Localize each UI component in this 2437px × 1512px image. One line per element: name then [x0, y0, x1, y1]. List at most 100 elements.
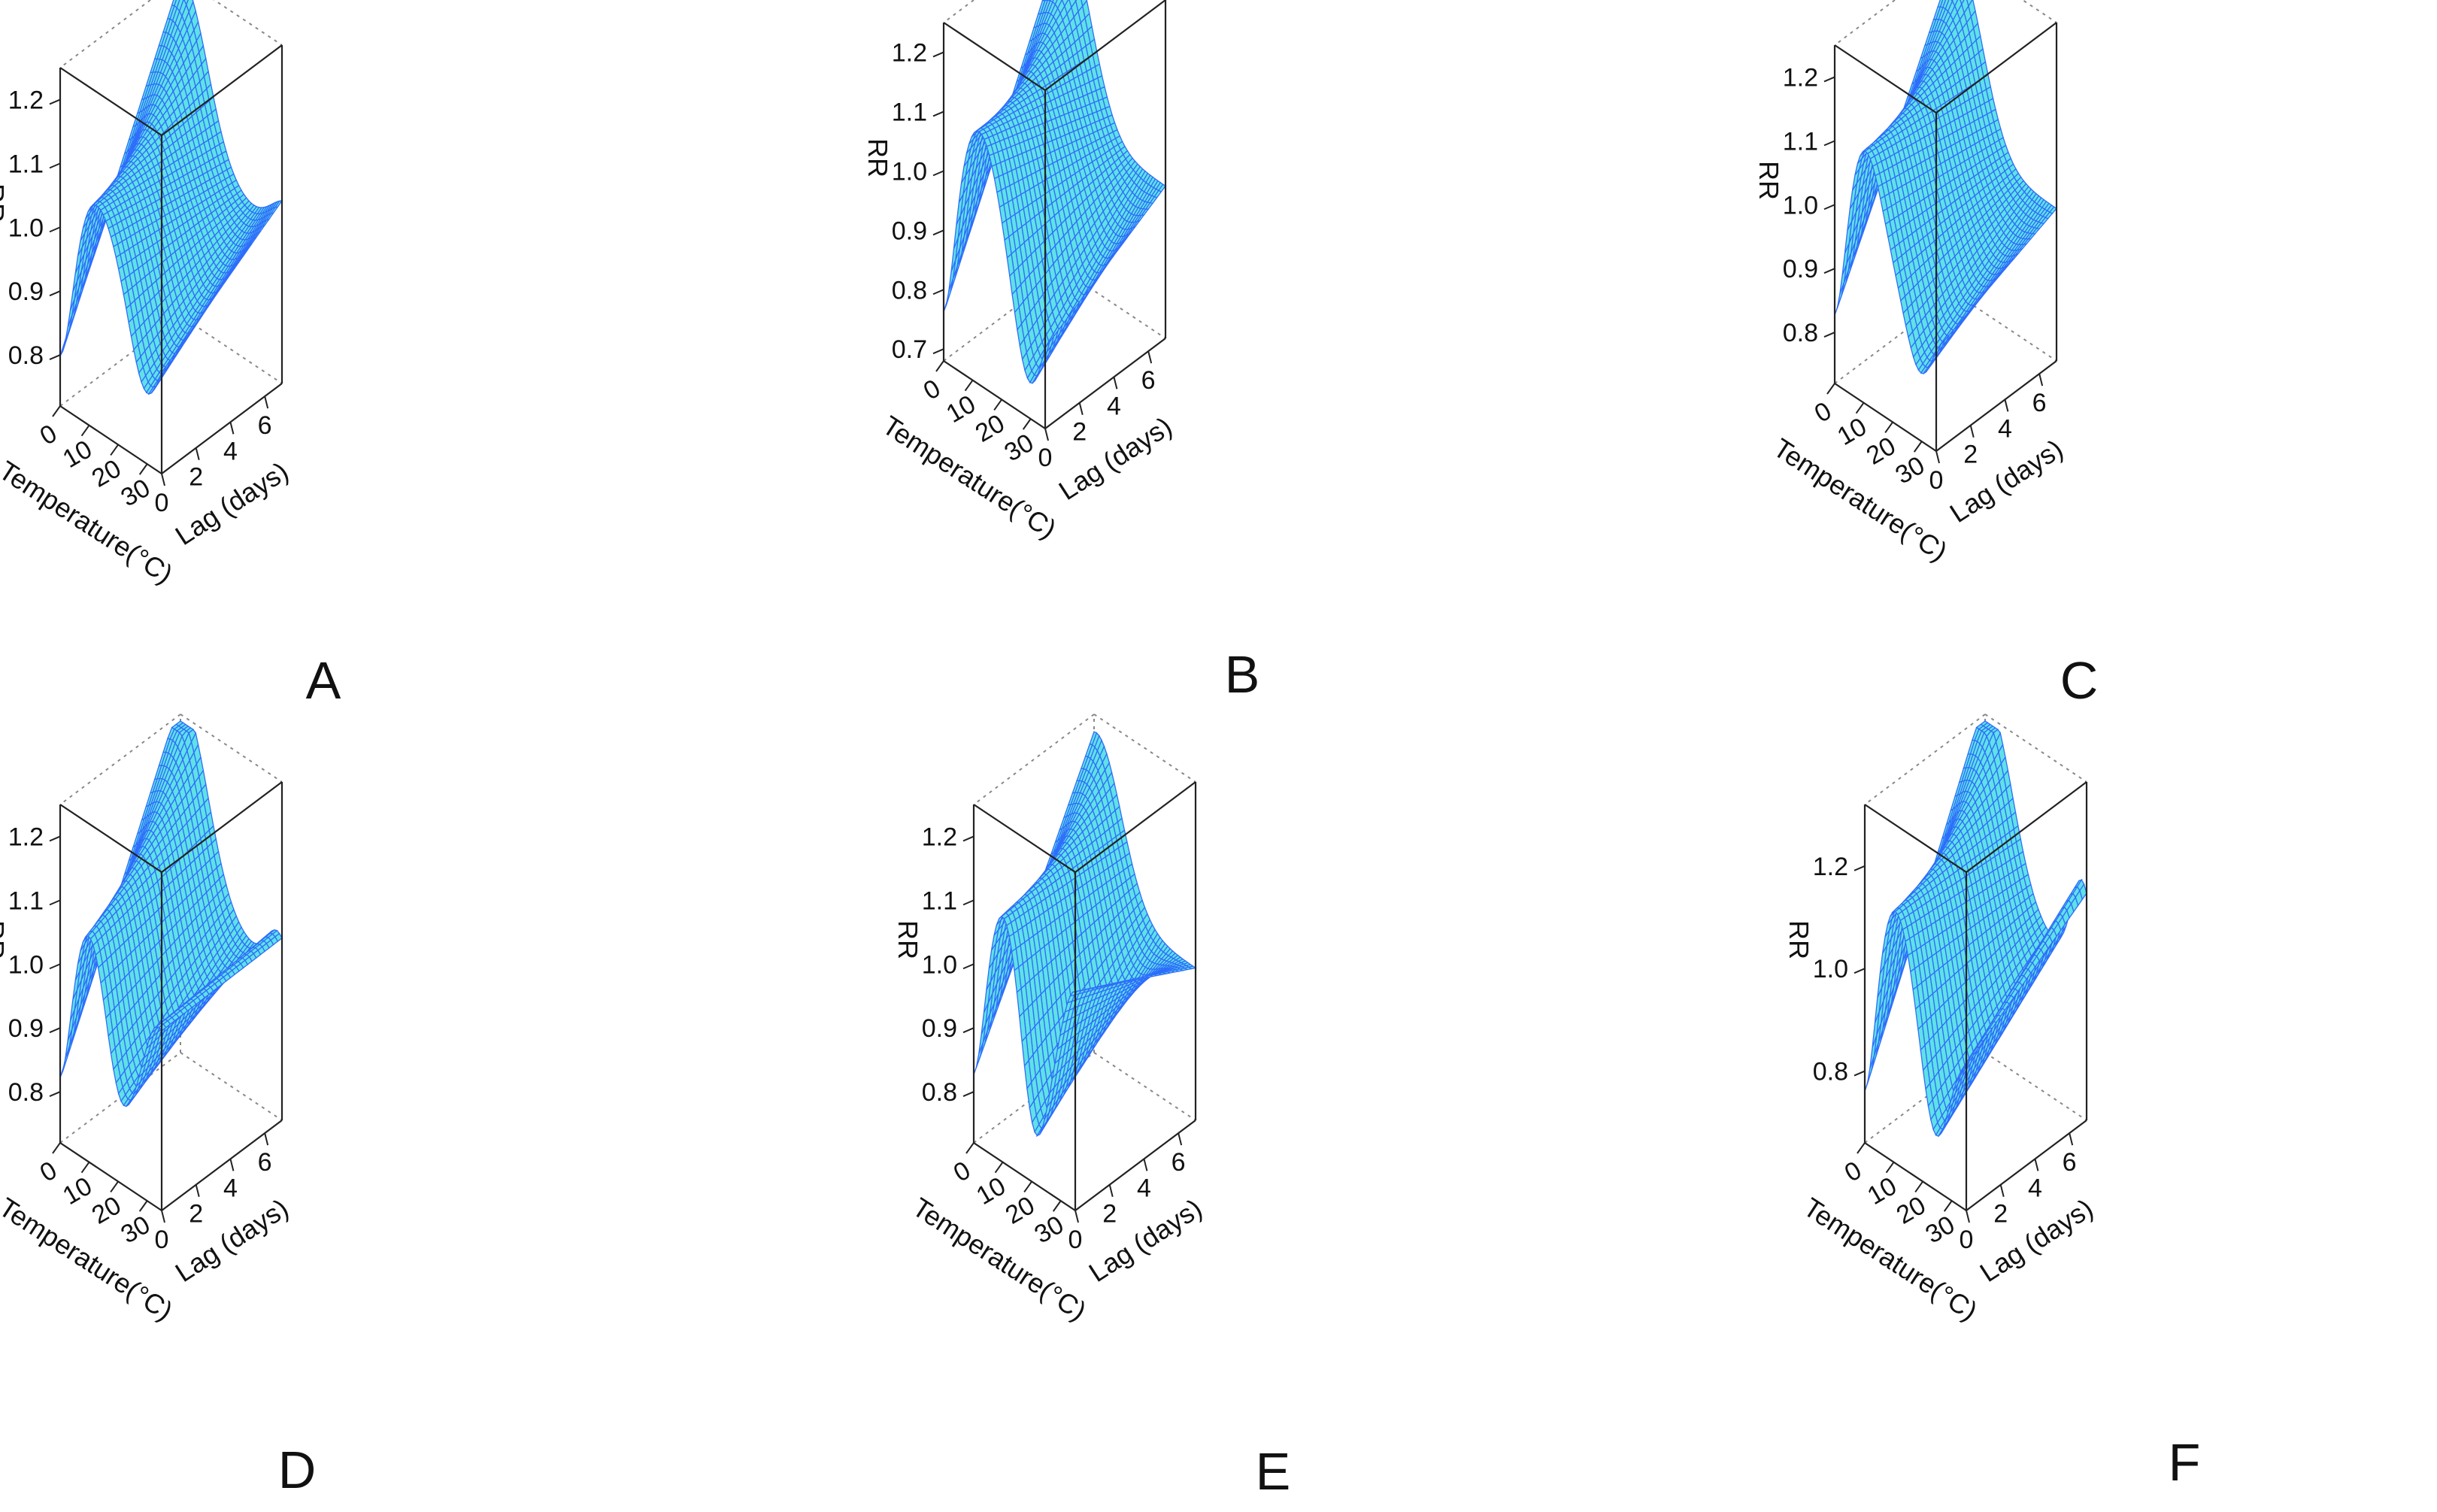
y-tick-mark — [1044, 428, 1049, 441]
x-axis-title: Temperature(°C) — [877, 410, 1062, 545]
z-tick-mark — [49, 899, 61, 906]
x-tick-mark — [138, 463, 148, 475]
panel-c-label: C — [2060, 651, 2099, 710]
x-tick-label: 0 — [35, 419, 62, 450]
z-tick-label: 1.2 — [892, 38, 927, 67]
panel-e-plot: 0.80.91.01.11.2RR0102030Temperature(°C)0… — [893, 714, 1208, 1326]
x-tick-label: 0 — [35, 1156, 62, 1187]
z-tick-label: 0.7 — [892, 335, 927, 364]
y-tick-mark — [195, 447, 200, 460]
rr-surface — [59, 0, 283, 395]
y-tick-mark — [1935, 450, 1940, 464]
y-tick-label: 2 — [1963, 441, 1978, 469]
z-tick-mark — [932, 111, 944, 117]
rr-surface — [59, 720, 283, 1107]
x-tick-mark — [80, 425, 90, 437]
box-edges — [1833, 22, 2058, 452]
z-tick-label: 1.2 — [8, 823, 44, 851]
x-tick-mark — [110, 444, 119, 456]
x-tick-mark — [1884, 421, 1893, 434]
z-tick-mark — [49, 1027, 61, 1034]
y-tick-mark — [195, 1184, 200, 1197]
x-tick-mark — [52, 1142, 61, 1154]
z-tick-label: 1.1 — [8, 150, 44, 178]
z-axis-title: RR — [862, 138, 893, 177]
x-axis-title: Temperature(°C) — [0, 455, 178, 590]
y-tick-label: 4 — [223, 437, 238, 465]
z-tick-mark — [49, 1091, 61, 1097]
panel-d-plot: 0.80.91.01.11.2RR0102030Temperature(°C)0… — [0, 714, 294, 1327]
z-tick-label: 1.0 — [892, 157, 927, 186]
x-tick-mark — [1913, 441, 1923, 453]
x-tick-mark — [1855, 402, 1865, 414]
panel-a-plot: 0.80.91.01.11.2RR0102030Temperature(°C)0… — [0, 0, 294, 590]
x-tick-mark — [935, 360, 944, 372]
y-tick-mark — [1078, 402, 1084, 415]
x-tick-label: 0 — [1810, 396, 1836, 428]
x-tick-mark — [1022, 418, 1032, 430]
z-tick-label: 0.8 — [8, 341, 44, 370]
z-tick-label: 1.2 — [8, 86, 44, 114]
box-edges — [942, 0, 1167, 429]
z-tick-label: 1.0 — [8, 214, 44, 242]
z-tick-label: 0.9 — [892, 217, 927, 245]
x-tick-mark — [52, 405, 61, 417]
y-tick-label: 2 — [189, 463, 203, 492]
y-tick-mark — [229, 422, 235, 435]
z-tick-mark — [49, 162, 61, 169]
z-axis-title: RR — [0, 183, 10, 223]
panel-d-label: D — [277, 1441, 317, 1499]
y-tick-label: 0 — [155, 1226, 169, 1254]
x-tick-mark — [138, 1200, 148, 1212]
y-tick-label: 6 — [2032, 389, 2047, 417]
z-tick-mark — [49, 226, 61, 233]
y-tick-label: 6 — [1141, 366, 1156, 395]
y-tick-label: 4 — [223, 1174, 238, 1202]
z-tick-mark — [49, 963, 61, 970]
y-tick-mark — [161, 473, 165, 486]
y-tick-label: 0 — [1929, 466, 1944, 495]
y-tick-label: 0 — [155, 489, 169, 517]
y-tick-label: 4 — [1107, 392, 1121, 420]
z-tick-label: 0.8 — [1783, 319, 1818, 347]
y-tick-mark — [2004, 399, 2009, 412]
z-tick-mark — [932, 348, 944, 355]
z-tick-mark — [1823, 204, 1835, 211]
y-tick-mark — [1969, 425, 1975, 438]
z-tick-mark — [932, 289, 944, 295]
y-tick-mark — [229, 1159, 235, 1171]
z-tick-label: 0.9 — [8, 277, 44, 306]
box-frame — [1834, 0, 2057, 384]
panel-c-plot: 0.80.91.01.11.2RR0102030Temperature(°C)0… — [1753, 0, 2069, 567]
panel-b-label: B — [1224, 645, 1260, 704]
z-tick-mark — [1823, 76, 1835, 83]
z-tick-mark — [932, 170, 944, 177]
z-tick-label: 0.8 — [892, 276, 927, 305]
z-tick-label: 0.8 — [8, 1078, 44, 1107]
z-tick-mark — [1823, 268, 1835, 274]
box-edges — [59, 781, 283, 1211]
y-tick-label: 6 — [258, 411, 272, 440]
y-tick-mark — [1147, 350, 1153, 364]
z-tick-mark — [1823, 332, 1835, 338]
y-tick-mark — [161, 1210, 165, 1223]
box-frame — [943, 0, 1166, 362]
z-tick-mark — [49, 354, 61, 360]
z-tick-mark — [49, 98, 61, 105]
z-tick-label: 1.1 — [8, 886, 44, 915]
z-tick-mark — [932, 229, 944, 236]
x-tick-label: 0 — [919, 374, 945, 405]
x-axis-title: Temperature(°C) — [1768, 432, 1953, 568]
box-frame — [59, 0, 283, 407]
z-tick-label: 1.1 — [1783, 127, 1818, 156]
x-tick-mark — [80, 1162, 90, 1174]
y-tick-label: 2 — [1072, 418, 1087, 447]
x-tick-mark — [110, 1180, 119, 1193]
z-tick-label: 1.1 — [892, 98, 927, 126]
x-tick-mark — [964, 380, 974, 392]
z-tick-label: 1.0 — [8, 950, 44, 979]
x-axis-title: Temperature(°C) — [0, 1192, 178, 1327]
y-tick-label: 4 — [1998, 414, 2012, 443]
z-tick-label: 0.9 — [8, 1014, 44, 1043]
